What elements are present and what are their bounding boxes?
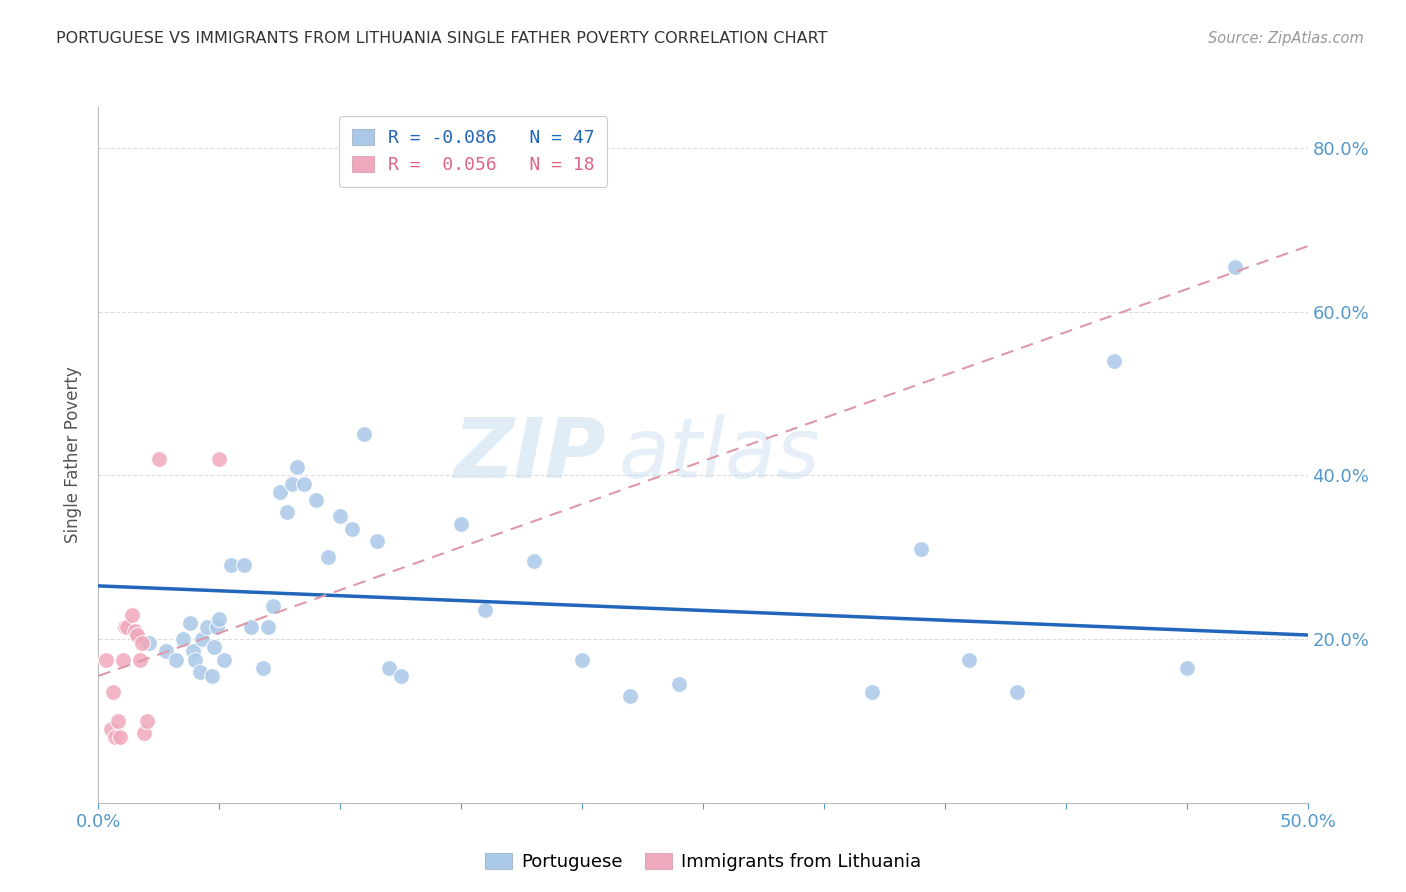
- Point: [276, 505, 298, 519]
- Point: [252, 661, 274, 675]
- Point: [100, 722, 122, 736]
- Point: [450, 517, 472, 532]
- Point: [165, 652, 187, 666]
- Point: [134, 726, 156, 740]
- Point: [353, 427, 375, 442]
- Point: [108, 731, 131, 745]
- Point: [155, 644, 177, 658]
- Point: [184, 652, 207, 666]
- Point: [179, 615, 201, 630]
- Point: [181, 644, 204, 658]
- Point: [1007, 685, 1029, 699]
- Point: [188, 665, 211, 679]
- Point: [104, 731, 127, 745]
- Point: [389, 669, 412, 683]
- Point: [571, 652, 593, 666]
- Point: [127, 628, 149, 642]
- Point: [128, 652, 150, 666]
- Point: [292, 476, 315, 491]
- Point: [135, 714, 157, 728]
- Point: [101, 685, 124, 699]
- Point: [208, 452, 231, 467]
- Point: [131, 636, 153, 650]
- Point: [619, 690, 641, 704]
- Point: [329, 509, 352, 524]
- Point: [668, 677, 690, 691]
- Point: [117, 620, 139, 634]
- Point: [1175, 661, 1198, 675]
- Point: [195, 620, 218, 634]
- Point: [212, 652, 235, 666]
- Point: [269, 484, 291, 499]
- Point: [239, 620, 262, 634]
- Point: [860, 685, 883, 699]
- Point: [107, 714, 129, 728]
- Point: [1102, 353, 1125, 368]
- Point: [191, 632, 214, 646]
- Point: [910, 542, 932, 557]
- Point: [342, 522, 364, 536]
- Point: [205, 620, 228, 634]
- Point: [523, 554, 546, 568]
- Point: [201, 669, 224, 683]
- Point: [474, 603, 496, 617]
- Point: [262, 599, 284, 614]
- Point: [305, 492, 328, 507]
- Point: [121, 607, 143, 622]
- Point: [148, 452, 170, 467]
- Legend: R = -0.086   N = 47, R =  0.056   N = 18: R = -0.086 N = 47, R = 0.056 N = 18: [339, 116, 607, 187]
- Point: [94, 652, 117, 666]
- Legend: Portuguese, Immigrants from Lithuania: Portuguese, Immigrants from Lithuania: [478, 846, 928, 879]
- Point: [366, 533, 388, 548]
- Text: ZIP: ZIP: [454, 415, 606, 495]
- Point: [208, 612, 231, 626]
- Point: [114, 620, 136, 634]
- Point: [1223, 260, 1246, 274]
- Point: [111, 652, 134, 666]
- Text: atlas: atlas: [619, 415, 820, 495]
- Y-axis label: Single Father Poverty: Single Father Poverty: [65, 367, 83, 543]
- Point: [204, 640, 226, 655]
- Point: [377, 661, 399, 675]
- Point: [138, 636, 160, 650]
- Point: [256, 620, 278, 634]
- Text: Source: ZipAtlas.com: Source: ZipAtlas.com: [1208, 31, 1364, 46]
- Point: [124, 624, 146, 638]
- Point: [281, 476, 304, 491]
- Point: [172, 632, 194, 646]
- Text: PORTUGUESE VS IMMIGRANTS FROM LITHUANIA SINGLE FATHER POVERTY CORRELATION CHART: PORTUGUESE VS IMMIGRANTS FROM LITHUANIA …: [56, 31, 828, 46]
- Point: [285, 460, 308, 475]
- Point: [221, 558, 243, 573]
- Point: [232, 558, 254, 573]
- Point: [316, 550, 339, 565]
- Point: [957, 652, 980, 666]
